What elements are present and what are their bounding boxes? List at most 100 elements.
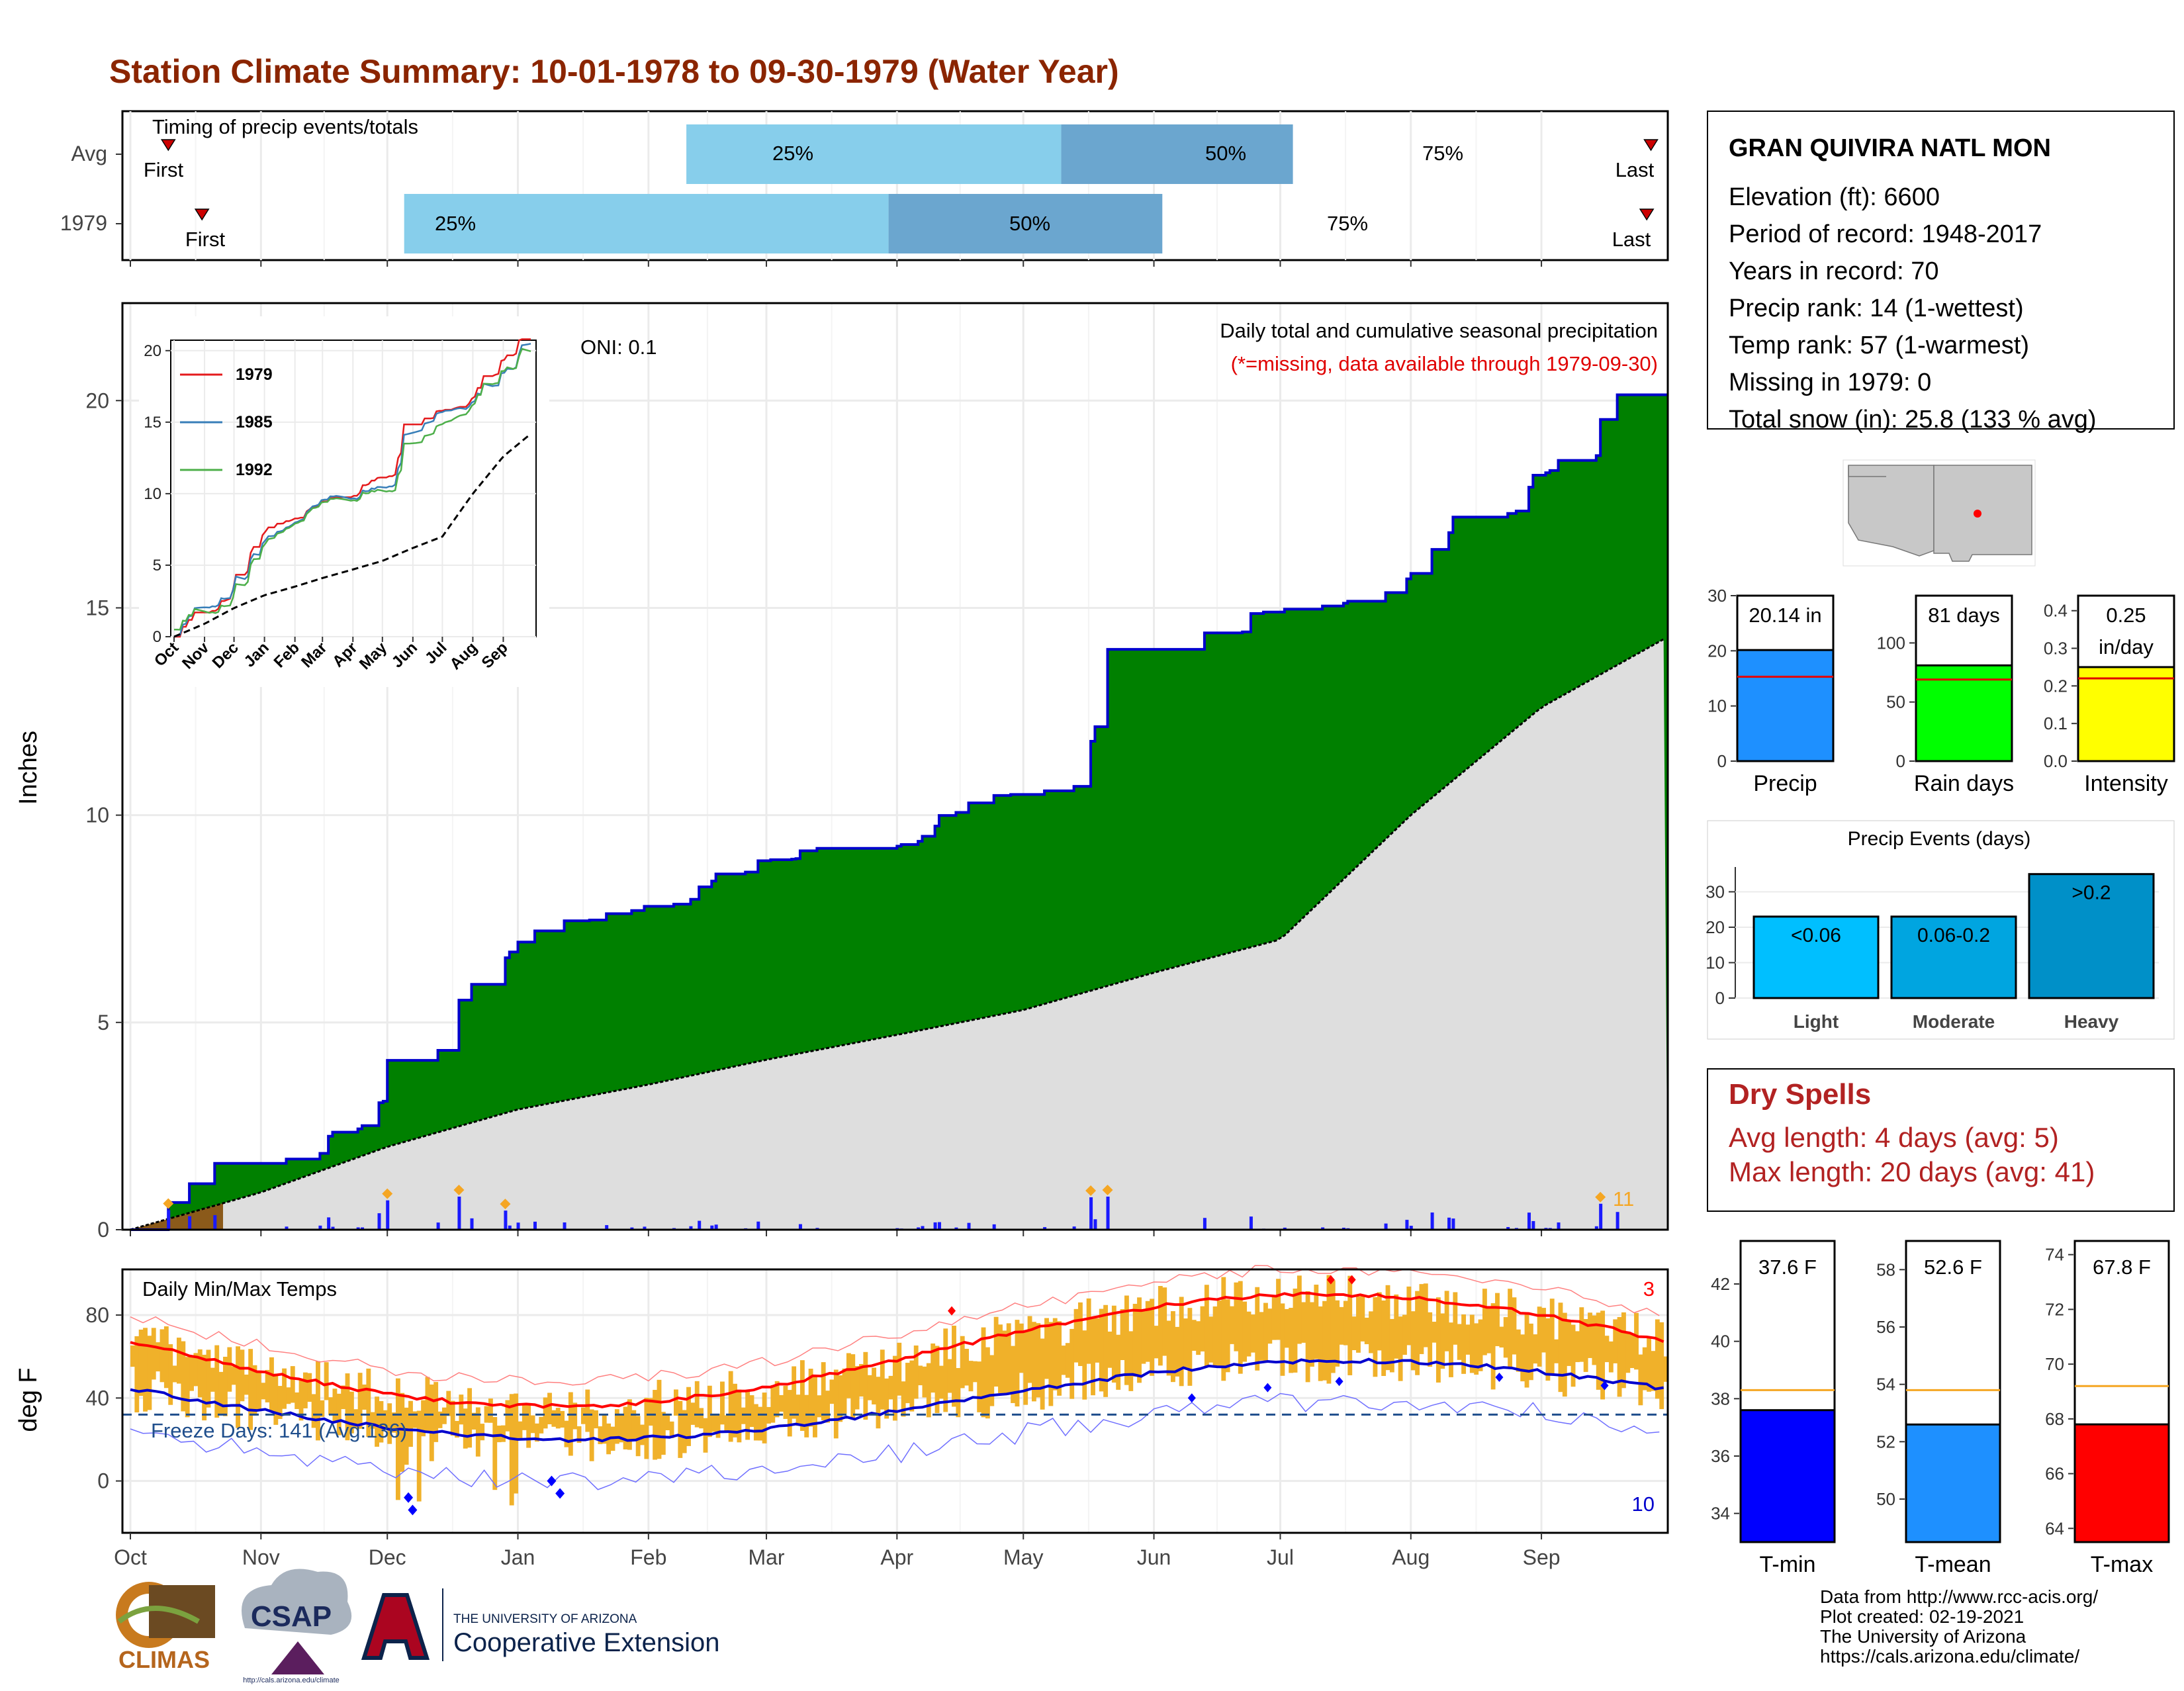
temp-bar-tick-label: 36 bbox=[1711, 1446, 1730, 1466]
daily-temp-bar bbox=[505, 1400, 510, 1432]
daily-temp-bar bbox=[1377, 1292, 1382, 1351]
daily-temp-bar bbox=[189, 1355, 194, 1391]
daily-temp-bar bbox=[1326, 1275, 1332, 1384]
daily-precip-bar bbox=[516, 1222, 520, 1230]
daily-temp-bar bbox=[589, 1409, 594, 1461]
daily-temp-bar bbox=[1440, 1313, 1445, 1369]
snow-event-marker bbox=[1102, 1185, 1113, 1195]
daily-temp-bar bbox=[1027, 1316, 1032, 1383]
daily-temp-bar bbox=[248, 1349, 253, 1430]
timing-panel-label: Timing of precip events/totals bbox=[152, 115, 418, 138]
daily-temp-bar bbox=[1474, 1323, 1479, 1375]
month-axis-label: Jun bbox=[1137, 1545, 1171, 1569]
event-bar-label: <0.06 bbox=[1791, 925, 1841, 946]
daily-precip-bar bbox=[967, 1222, 971, 1230]
daily-precip-bar bbox=[921, 1226, 925, 1230]
climas-logo-text: CLIMAS bbox=[118, 1646, 210, 1673]
summary-bar-intensity: 0.25 in/day 0.0 0.1 0.2 0.3 0.4 Intensity bbox=[2044, 594, 2175, 796]
temp-bar-tick-label: 38 bbox=[1711, 1389, 1730, 1408]
daily-temp-bar bbox=[1103, 1304, 1109, 1397]
summary-bar-tick-label: 0.2 bbox=[2044, 676, 2068, 696]
daily-temp-bar bbox=[1410, 1311, 1416, 1371]
daily-temp-bar bbox=[1002, 1330, 1007, 1393]
daily-temp-bar bbox=[1162, 1287, 1167, 1356]
events-tick-label: 0 bbox=[1715, 988, 1725, 1008]
avg-first-label: First bbox=[144, 158, 184, 181]
record-low-marker bbox=[1335, 1377, 1343, 1387]
daily-precip-bar bbox=[285, 1226, 289, 1230]
daily-temp-bar bbox=[1040, 1338, 1045, 1410]
station-temp-rank: Temp rank: 57 (1-warmest) bbox=[1729, 332, 2029, 359]
daily-temp-bar bbox=[623, 1406, 628, 1449]
daily-temp-bar bbox=[295, 1392, 300, 1409]
daily-temp-bar bbox=[1036, 1323, 1041, 1398]
daily-precip-bar bbox=[689, 1226, 693, 1230]
daily-precip-bar bbox=[937, 1222, 941, 1230]
summary-bar-tick-label: 0.0 bbox=[2044, 751, 2068, 771]
daily-temp-bar bbox=[362, 1384, 367, 1410]
event-bar-label: 0.06-0.2 bbox=[1917, 925, 1990, 946]
daily-temp-bar bbox=[1335, 1300, 1340, 1367]
temp-bar-tick-label: 34 bbox=[1711, 1504, 1730, 1524]
summary-bar-tick-label: 0 bbox=[1717, 751, 1727, 771]
daily-temp-bar bbox=[400, 1393, 405, 1472]
daily-temp-bar bbox=[1314, 1285, 1319, 1359]
daily-temp-bar bbox=[1394, 1294, 1399, 1359]
daily-temp-bar bbox=[467, 1388, 473, 1448]
daily-temp-bar bbox=[1469, 1314, 1475, 1373]
inset-legend-1979: 1979 bbox=[236, 365, 273, 384]
daily-temp-bar bbox=[1318, 1306, 1323, 1381]
station-elevation: Elevation (ft): 6600 bbox=[1729, 183, 1940, 211]
daily-temp-bar bbox=[412, 1411, 418, 1428]
daily-temp-bar bbox=[1238, 1281, 1243, 1374]
daily-precip-bar bbox=[318, 1225, 322, 1230]
daily-temp-bar bbox=[1204, 1285, 1209, 1367]
daily-temp-bar bbox=[1339, 1306, 1344, 1345]
daily-precip-bar bbox=[698, 1220, 702, 1230]
daily-temp-bar bbox=[138, 1329, 144, 1396]
month-axis-label: Sep bbox=[1523, 1545, 1561, 1569]
daily-precip-bar bbox=[1594, 1226, 1598, 1230]
daily-temp-bar bbox=[901, 1381, 906, 1417]
daily-temp-bar bbox=[799, 1360, 805, 1432]
daily-temp-bar bbox=[1230, 1306, 1234, 1344]
daily-temp-bar bbox=[838, 1375, 843, 1422]
daily-temp-bar bbox=[964, 1349, 970, 1386]
credit-line-4: https://cals.arizona.edu/climate/ bbox=[1820, 1646, 2079, 1667]
summary-bar-fill bbox=[1736, 649, 1835, 762]
daily-temp-bar bbox=[1647, 1337, 1652, 1392]
daily-temp-bar bbox=[1111, 1305, 1116, 1383]
daily-temp-bar bbox=[699, 1408, 704, 1429]
daily-temp-bar bbox=[320, 1400, 325, 1417]
daily-temp-bar bbox=[872, 1367, 876, 1405]
daily-temp-bar bbox=[163, 1326, 169, 1389]
month-axis-label: Aug bbox=[1392, 1545, 1430, 1569]
events-tick-label: 10 bbox=[1706, 952, 1725, 972]
daily-temp-bar bbox=[1554, 1339, 1559, 1363]
daily-temp-bar bbox=[1574, 1331, 1580, 1363]
daily-temp-bar bbox=[159, 1329, 165, 1383]
daily-temp-bar bbox=[627, 1399, 632, 1450]
daily-temp-bar bbox=[1428, 1312, 1433, 1367]
daily-temp-bar bbox=[640, 1424, 645, 1445]
summary-bar-name: Precip bbox=[1753, 771, 1817, 796]
daily-temp-bar bbox=[1065, 1343, 1070, 1378]
csap-logo-text: CSAP bbox=[251, 1600, 332, 1633]
temp-bar-fill bbox=[2073, 1423, 2170, 1543]
daily-temp-bar bbox=[989, 1355, 995, 1406]
daily-temp-bar bbox=[522, 1404, 527, 1430]
daily-temp-bar bbox=[1533, 1334, 1538, 1364]
ua-small-text: THE UNIVERSITY OF ARIZONA bbox=[453, 1612, 637, 1626]
daily-temp-bar bbox=[711, 1415, 717, 1432]
record-low-marker bbox=[1600, 1381, 1609, 1391]
first-event-marker bbox=[160, 139, 176, 152]
daily-temp-bar bbox=[564, 1420, 569, 1447]
daily-temp-bar bbox=[1073, 1308, 1079, 1363]
station-snow: Total snow (in): 25.8 (133 % avg) bbox=[1729, 406, 2097, 434]
daily-temp-bar bbox=[817, 1395, 822, 1418]
temp-summary-t-mean: 52.6 F 50 52 54 56 58 T-mean bbox=[1876, 1240, 2001, 1577]
daily-temp-bar bbox=[918, 1365, 923, 1386]
temp-bar-tick-label: 66 bbox=[2045, 1464, 2064, 1484]
daily-precip-bar bbox=[1615, 1212, 1619, 1230]
daily-precip-bar bbox=[386, 1200, 390, 1230]
